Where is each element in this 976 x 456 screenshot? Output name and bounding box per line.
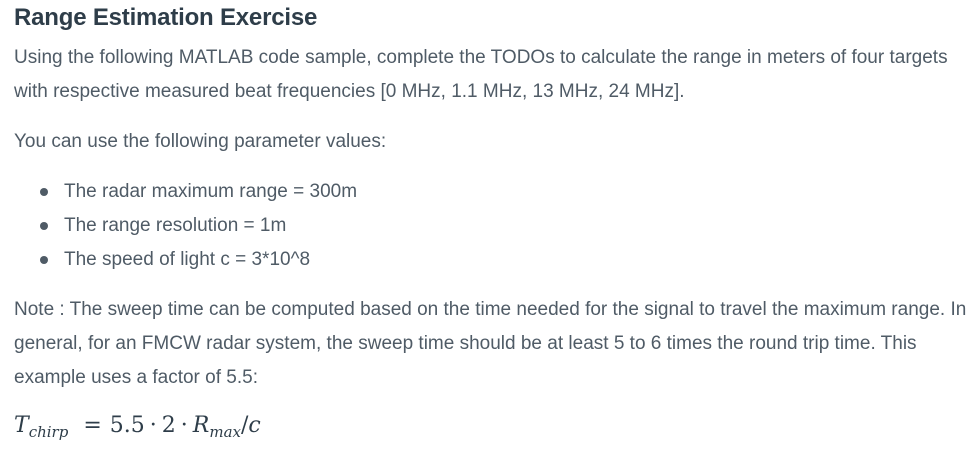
params-intro-paragraph: You can use the following parameter valu… (14, 131, 387, 152)
formula-lhs-symbol: T (14, 413, 29, 438)
exercise-content: Range Estimation Exercise Using the foll… (14, 0, 976, 443)
bullet-icon (40, 222, 48, 230)
intro-paragraph: Using the following MATLAB code sample, … (14, 47, 948, 102)
parameter-text: The range resolution = 1m (64, 215, 287, 236)
list-item: The speed of light c = 3*10^8 (14, 243, 976, 277)
parameter-list: The radar maximum range = 300m The range… (14, 175, 976, 277)
note-paragraph: Note : The sweep time can be computed ba… (14, 299, 967, 388)
formula-slash: / (240, 413, 249, 438)
sweep-time-formula: Tchirp = 5.5 · 2 · Rmax/c (14, 409, 976, 443)
formula-factor: 5.5 (109, 413, 145, 438)
parameter-text: The speed of light c = 3*10^8 (64, 249, 311, 270)
bullet-icon (40, 256, 48, 264)
formula-r-subscript: max (209, 423, 241, 441)
exercise-title: Range Estimation Exercise (14, 4, 318, 31)
formula-equals: = (83, 413, 102, 438)
bullet-icon (40, 188, 48, 196)
formula-c-symbol: c (248, 413, 261, 438)
list-item: The range resolution = 1m (14, 209, 976, 243)
list-item: The radar maximum range = 300m (14, 175, 976, 209)
formula-cdot: · (180, 413, 188, 438)
formula-two: 2 (161, 413, 176, 438)
formula-cdot: · (149, 413, 157, 438)
parameter-text: The radar maximum range = 300m (64, 181, 358, 202)
formula-r-symbol: R (192, 413, 210, 438)
formula-lhs-subscript: chirp (28, 423, 69, 441)
